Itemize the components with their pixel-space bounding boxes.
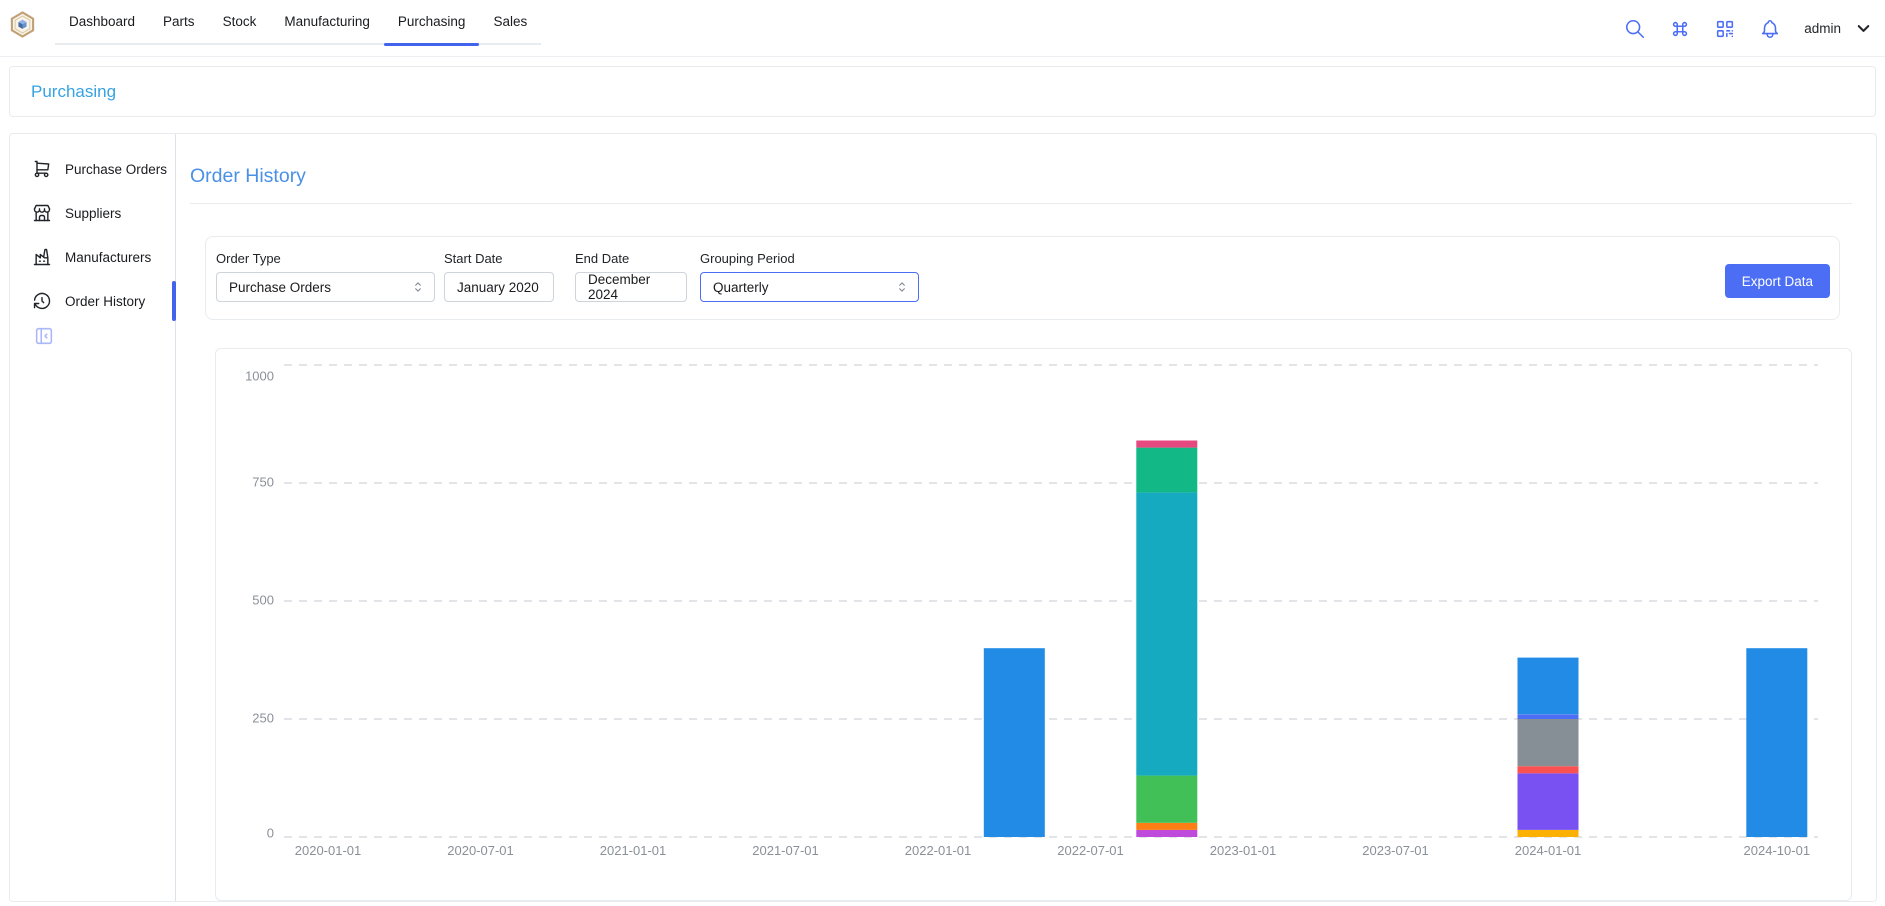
svg-text:2024-10-01: 2024-10-01 bbox=[1744, 843, 1811, 858]
export-data-button[interactable]: Export Data bbox=[1724, 264, 1830, 298]
building-store-icon bbox=[32, 203, 52, 223]
sidebar-item-suppliers[interactable]: Suppliers bbox=[10, 193, 175, 233]
grouping-period-field: Grouping Period Quarterly bbox=[700, 251, 919, 302]
breadcrumb: Purchasing bbox=[9, 66, 1876, 117]
svg-text:2021-01-01: 2021-01-01 bbox=[600, 843, 667, 858]
end-date-label: End Date bbox=[575, 251, 630, 266]
start-date-label: Start Date bbox=[444, 251, 503, 266]
order-type-select[interactable]: Purchase Orders bbox=[216, 272, 435, 302]
shopping-cart-icon bbox=[32, 159, 52, 179]
sidebar-collapse-icon[interactable] bbox=[33, 325, 55, 347]
order-type-label: Order Type bbox=[216, 251, 281, 266]
order-history-chart[interactable]: 0 250 500 750 1000 2020-01-01 2020-07-01 2021-0… bbox=[215, 348, 1852, 901]
grouping-period-select[interactable]: Quarterly bbox=[700, 272, 919, 302]
tab-stock[interactable]: Stock bbox=[222, 14, 257, 29]
sidebar-item-order-history[interactable]: Order History bbox=[10, 281, 175, 321]
sidebar-item-label: Purchase Orders bbox=[65, 161, 168, 177]
sidebar-item-purchase-orders[interactable]: Purchase Orders bbox=[10, 149, 175, 189]
notification-bell-icon[interactable] bbox=[1759, 18, 1781, 40]
selector-updown-icon bbox=[411, 280, 425, 294]
start-date-value: January 2020 bbox=[457, 279, 539, 295]
svg-text:250: 250 bbox=[252, 710, 274, 725]
tab-dashboard[interactable]: Dashboard bbox=[69, 14, 136, 29]
svg-text:0: 0 bbox=[267, 825, 274, 840]
grouping-period-label: Grouping Period bbox=[700, 251, 795, 266]
page-title: Order History bbox=[190, 165, 306, 187]
order-type-value: Purchase Orders bbox=[229, 279, 332, 295]
tab-sales[interactable]: Sales bbox=[493, 14, 528, 29]
selector-updown-icon bbox=[895, 280, 909, 294]
svg-text:2021-07-01: 2021-07-01 bbox=[752, 843, 819, 858]
title-divider bbox=[190, 203, 1852, 204]
sidebar-item-manufacturers[interactable]: Manufacturers bbox=[10, 237, 175, 277]
end-date-field: End Date December 2024 bbox=[575, 251, 687, 302]
svg-text:2023-01-01: 2023-01-01 bbox=[1210, 843, 1277, 858]
sidebar-item-label: Suppliers bbox=[65, 205, 122, 221]
svg-text:750: 750 bbox=[252, 474, 274, 489]
svg-text:2022-07-01: 2022-07-01 bbox=[1057, 843, 1124, 858]
tab-parts[interactable]: Parts bbox=[163, 14, 195, 29]
sidebar: Purchase Orders Suppliers Manufacturers … bbox=[10, 134, 176, 901]
qr-code-icon[interactable] bbox=[1714, 18, 1736, 40]
end-date-value: December 2024 bbox=[588, 272, 651, 302]
grouping-period-value: Quarterly bbox=[713, 279, 769, 295]
main-panel: Purchase Orders Suppliers Manufacturers … bbox=[9, 133, 1877, 902]
svg-text:2020-07-01: 2020-07-01 bbox=[447, 843, 514, 858]
main-nav-tabs: Dashboard Parts Stock Manufacturing Purc… bbox=[55, 0, 542, 46]
navbar-actions: admin bbox=[1624, 0, 1873, 57]
svg-text:2023-07-01: 2023-07-01 bbox=[1362, 843, 1429, 858]
search-icon[interactable] bbox=[1624, 18, 1646, 40]
svg-text:2022-01-01: 2022-01-01 bbox=[905, 843, 972, 858]
start-date-input[interactable]: January 2020 bbox=[444, 272, 554, 302]
svg-text:2024-01-01: 2024-01-01 bbox=[1515, 843, 1582, 858]
end-date-input[interactable]: December 2024 bbox=[575, 272, 687, 302]
svg-text:500: 500 bbox=[252, 592, 274, 607]
app-logo-icon[interactable] bbox=[9, 11, 36, 43]
breadcrumb-link-purchasing[interactable]: Purchasing bbox=[31, 81, 117, 101]
chevron-down-icon bbox=[1854, 19, 1873, 38]
sidebar-active-indicator bbox=[172, 281, 176, 321]
svg-text:1000: 1000 bbox=[245, 368, 274, 383]
building-factory-icon bbox=[32, 247, 52, 267]
order-type-field: Order Type Purchase Orders bbox=[216, 251, 435, 302]
filter-panel: Order Type Purchase Orders Start Date Ja… bbox=[205, 236, 1840, 320]
svg-text:2020-01-01: 2020-01-01 bbox=[295, 843, 362, 858]
user-menu[interactable]: admin bbox=[1804, 19, 1873, 38]
start-date-field: Start Date January 2020 bbox=[444, 251, 554, 302]
command-icon[interactable] bbox=[1669, 18, 1691, 40]
sidebar-item-label: Manufacturers bbox=[65, 249, 152, 265]
tab-purchasing[interactable]: Purchasing bbox=[383, 0, 480, 46]
username-label: admin bbox=[1804, 21, 1841, 36]
tab-manufacturing[interactable]: Manufacturing bbox=[284, 14, 370, 29]
sidebar-item-label: Order History bbox=[65, 293, 146, 309]
history-clock-icon bbox=[32, 291, 52, 311]
top-navbar: Dashboard Parts Stock Manufacturing Purc… bbox=[0, 0, 1885, 57]
